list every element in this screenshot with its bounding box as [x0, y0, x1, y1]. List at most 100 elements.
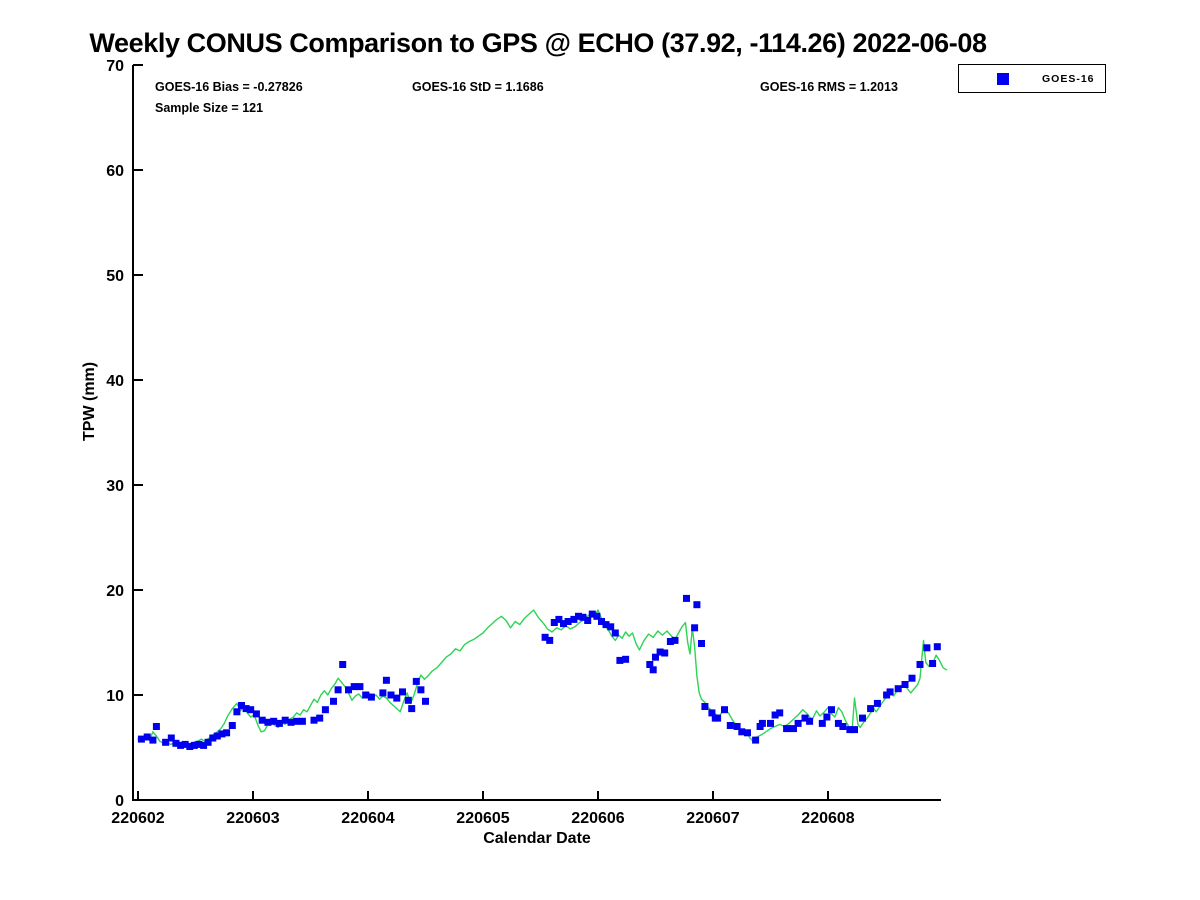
- goes16-data-marker: [287, 718, 295, 726]
- goes16-data-marker: [209, 734, 217, 742]
- goes16-data-marker: [584, 617, 592, 624]
- goes16-data-marker: [149, 736, 157, 744]
- goes16-data-marker: [564, 618, 572, 625]
- goes16-data-marker: [818, 719, 826, 727]
- goes16-data-marker: [806, 717, 814, 725]
- goes16-data-marker: [593, 612, 601, 620]
- goes16-data-marker: [223, 729, 231, 737]
- goes16-data-marker: [666, 638, 674, 645]
- goes16-data-marker: [933, 643, 941, 651]
- goes16-marker-series: [137, 594, 941, 750]
- x-tick-label: 220606: [571, 810, 624, 827]
- goes16-data-marker: [412, 677, 420, 685]
- x-tick-label: 220608: [801, 810, 854, 827]
- y-tick-label: 60: [106, 163, 124, 180]
- goes16-data-marker: [867, 705, 875, 713]
- goes16-data-marker: [776, 709, 784, 717]
- goes16-data-marker: [646, 661, 654, 668]
- goes16-data-marker: [181, 740, 189, 748]
- goes16-data-marker: [252, 710, 260, 718]
- goes16-data-marker: [886, 688, 894, 696]
- y-axis-ticks: 0 10 20 30 40 50 60 70: [106, 58, 143, 810]
- goes16-data-marker: [616, 656, 624, 664]
- goes16-data-marker: [238, 702, 245, 709]
- goes16-data-marker: [783, 725, 791, 733]
- goes16-data-marker: [218, 730, 226, 738]
- goes16-data-marker: [929, 660, 937, 667]
- goes16-data-marker: [167, 734, 175, 742]
- goes16-data-marker: [691, 624, 699, 632]
- goes16-data-marker: [661, 649, 669, 657]
- goes16-data-marker: [801, 714, 809, 722]
- x-tick-label: 220602: [111, 810, 164, 827]
- goes16-data-marker: [908, 674, 916, 682]
- goes16-data-marker: [575, 612, 582, 620]
- goes16-data-marker: [190, 741, 198, 749]
- legend-label: GOES-16: [1042, 72, 1095, 85]
- goes16-data-marker: [708, 709, 716, 717]
- goes16-data-marker: [726, 722, 734, 729]
- goes16-data-marker: [408, 705, 416, 713]
- chart-title: Weekly CONUS Comparison to GPS @ ECHO (3…: [89, 28, 987, 58]
- goes16-data-marker: [143, 733, 151, 741]
- y-tick-label: 40: [106, 373, 124, 390]
- goes16-data-marker: [356, 683, 364, 691]
- goes16-data-marker: [714, 714, 722, 722]
- goes16-data-marker: [683, 594, 690, 602]
- stat-sample-size: Sample Size = 121: [155, 101, 264, 115]
- goes16-data-marker: [275, 719, 283, 727]
- x-tick-label: 220605: [456, 810, 509, 827]
- goes16-data-marker: [334, 686, 342, 694]
- goes16-data-marker: [738, 728, 746, 736]
- goes16-data-marker: [823, 713, 831, 721]
- goes16-data-marker: [733, 723, 741, 730]
- goes16-data-marker: [247, 706, 255, 714]
- goes16-data-marker: [399, 688, 406, 696]
- goes16-data-marker: [550, 619, 558, 626]
- goes16-data-marker: [258, 716, 266, 724]
- goes16-data-marker: [671, 636, 679, 644]
- goes16-data-marker: [546, 636, 554, 644]
- goes16-data-marker: [839, 723, 847, 730]
- goes16-data-marker: [758, 719, 766, 727]
- goes16-data-marker: [281, 716, 289, 724]
- goes16-data-marker: [555, 615, 563, 623]
- goes16-data-marker: [195, 740, 203, 748]
- goes16-data-marker: [701, 703, 709, 710]
- y-axis-label: TPW (mm): [81, 361, 98, 441]
- goes16-data-marker: [916, 661, 924, 668]
- goes16-data-marker: [607, 623, 615, 631]
- goes16-data-marker: [656, 648, 664, 656]
- y-tick-label: 30: [106, 478, 124, 495]
- goes16-data-marker: [316, 714, 324, 722]
- y-tick-label: 0: [115, 793, 124, 810]
- goes16-data-marker: [417, 686, 425, 694]
- goes16-data-marker: [901, 681, 909, 688]
- goes16-data-marker: [387, 691, 395, 699]
- goes16-data-marker: [828, 706, 835, 714]
- goes16-data-marker: [752, 736, 760, 744]
- goes16-data-marker: [404, 696, 412, 704]
- goes16-data-marker: [649, 666, 657, 674]
- goes16-data-marker: [264, 718, 272, 726]
- goes16-data-marker: [622, 655, 630, 663]
- goes16-data-marker: [560, 620, 567, 628]
- goes16-data-marker: [422, 697, 429, 705]
- goes16-data-marker: [744, 729, 751, 737]
- goes16-data-marker: [598, 618, 605, 625]
- goes16-data-marker: [379, 689, 387, 697]
- stat-rms: GOES-16 RMS = 1.2013: [760, 80, 898, 94]
- goes16-marker-icon: [997, 72, 1009, 85]
- goes16-data-marker: [233, 708, 241, 716]
- y-tick-label: 50: [106, 268, 124, 285]
- goes16-data-marker: [213, 732, 221, 740]
- goes16-data-marker: [298, 717, 306, 725]
- x-axis-label: Calendar Date: [483, 830, 591, 847]
- stat-std: GOES-16 StD = 1.1686: [412, 80, 544, 94]
- y-tick-label: 70: [106, 58, 124, 75]
- goes16-data-marker: [652, 653, 659, 661]
- x-tick-label: 220604: [341, 810, 394, 827]
- goes16-data-marker: [859, 714, 866, 722]
- goes16-data-marker: [177, 741, 185, 749]
